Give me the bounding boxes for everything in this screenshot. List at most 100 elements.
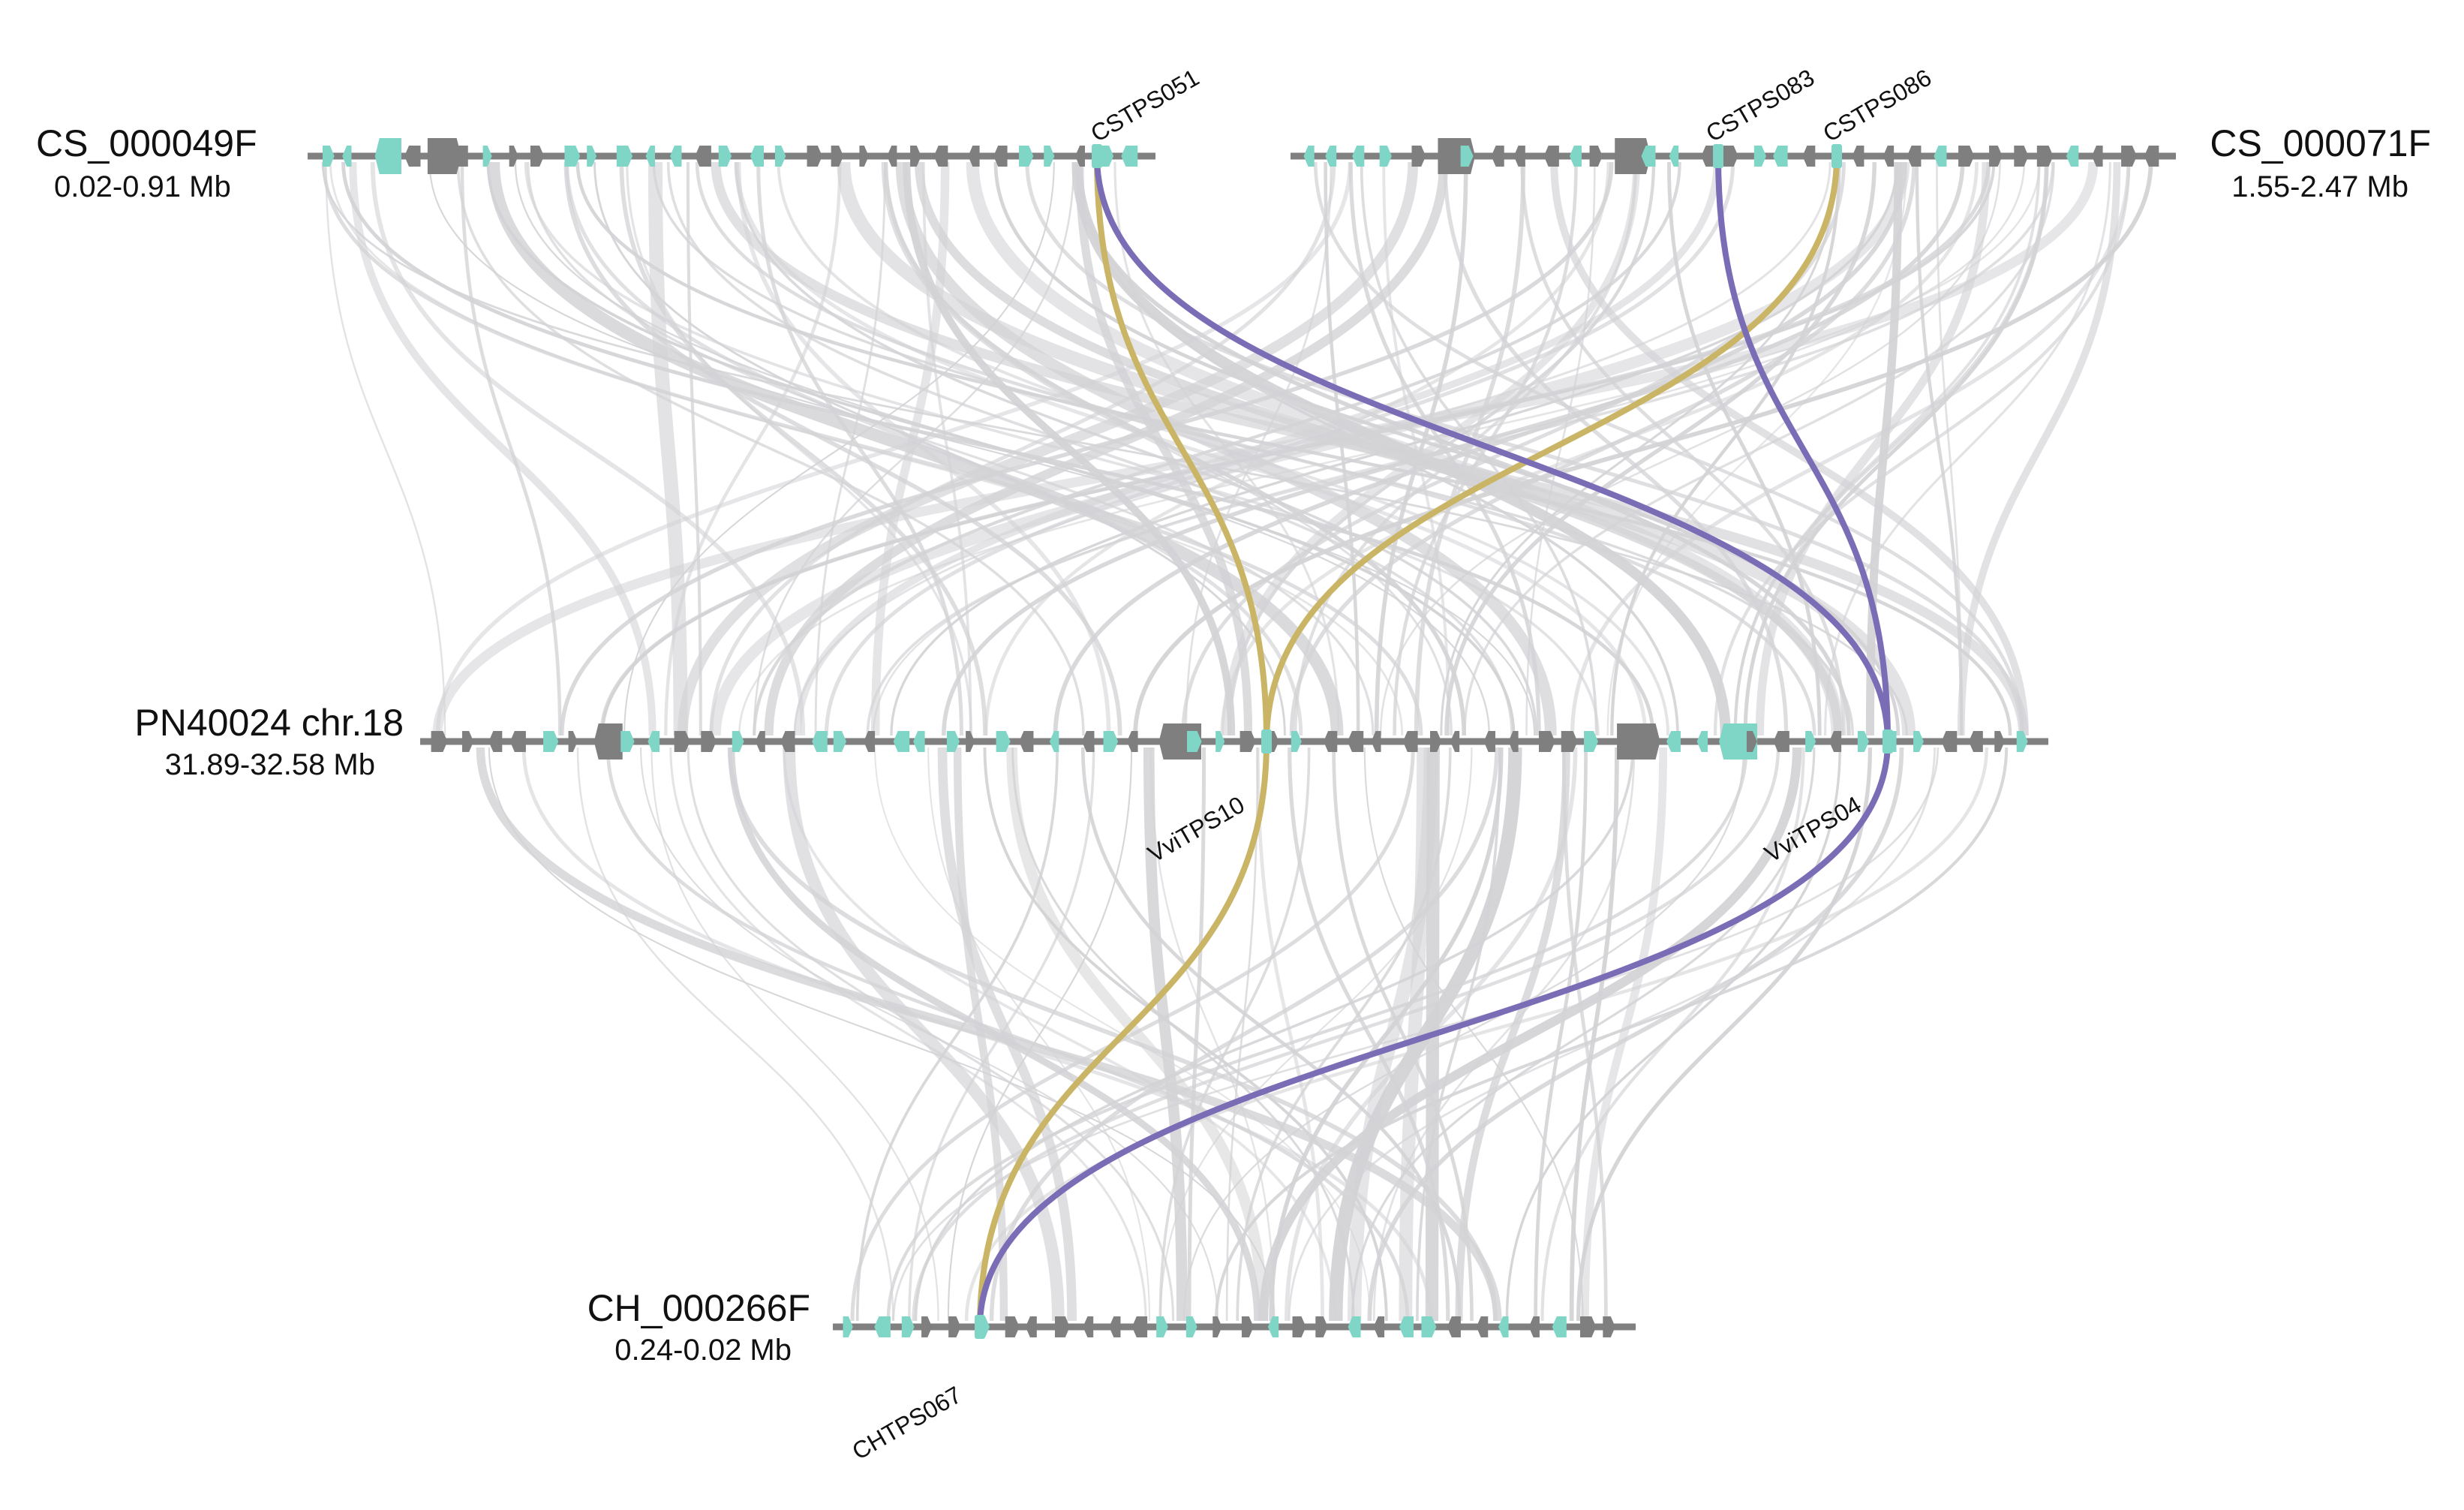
synteny-link	[738, 161, 2041, 736]
synteny-link	[1221, 161, 1640, 736]
gene-glyph	[645, 146, 655, 167]
synteny-link	[1351, 747, 1816, 1322]
synteny-link	[651, 747, 939, 1322]
synteny-link	[912, 747, 1780, 1322]
gene-glyph	[2091, 146, 2103, 167]
gene-glyph	[1852, 146, 1865, 167]
gene-glyph	[1934, 146, 1947, 167]
gene-glyph	[1589, 146, 1603, 167]
gene-glyph	[1538, 731, 1555, 752]
gene-glyph	[1083, 1316, 1094, 1337]
synteny-link	[1570, 161, 2131, 736]
gene-glyph	[1491, 146, 1504, 167]
gene-glyph-cstps083	[1713, 144, 1723, 168]
gene-glyph	[1348, 1316, 1361, 1337]
segment-range-ch: 0.24-0.02 Mb	[614, 1334, 792, 1367]
gene-glyph	[1215, 731, 1225, 752]
gene-glyph	[509, 146, 518, 167]
synteny-link	[890, 161, 1898, 736]
gene-glyph	[488, 731, 503, 752]
gene-label-vvitps10: VviTPS10	[1143, 791, 1249, 868]
synteny-link	[619, 161, 987, 736]
gene-glyph	[1666, 731, 1681, 752]
gene-glyph	[1212, 1316, 1222, 1337]
gene-glyph	[1131, 1316, 1148, 1337]
gene-glyph	[1109, 1316, 1121, 1337]
segment-name-pn: PN40024 chr.18	[134, 702, 404, 744]
gene-glyph	[807, 146, 822, 167]
gene-glyph	[1371, 731, 1381, 752]
synteny-link	[349, 161, 657, 736]
gene-glyph	[431, 731, 448, 752]
gene-glyph	[2121, 146, 2137, 167]
gene-glyph	[774, 146, 786, 167]
background-synteny-links	[321, 161, 2153, 1322]
gene-glyph	[593, 723, 623, 760]
synteny-link	[1367, 747, 1904, 1322]
synteny-link	[1416, 747, 1501, 1322]
synteny-link	[1220, 161, 1979, 736]
gene-glyph	[1561, 731, 1578, 752]
synteny-link	[872, 161, 2026, 736]
synteny-link	[1534, 747, 1588, 1322]
gene-glyph	[1483, 731, 1495, 752]
synteny-link	[892, 747, 1940, 1322]
synteny-link	[964, 747, 1989, 1322]
gene-label-cstps051: CSTPS051	[1086, 64, 1204, 147]
gene-glyph	[1402, 731, 1418, 752]
gene-glyph	[2144, 146, 2159, 167]
gene-glyph	[587, 146, 597, 167]
gene-glyph	[966, 731, 975, 752]
gene-glyph	[1603, 1316, 1615, 1337]
gene-glyph	[780, 731, 795, 752]
segment-range-cs71: 1.55-2.47 Mb	[2231, 170, 2408, 203]
gene-glyph	[1291, 731, 1302, 752]
gene-glyph	[1498, 1316, 1509, 1337]
synteny-link	[1149, 747, 1276, 1322]
gene-glyph	[1127, 731, 1138, 752]
synteny-link	[1414, 161, 1526, 736]
gene-glyph	[621, 731, 635, 752]
gene-glyph-chtps067	[975, 1315, 985, 1339]
gene-glyph	[509, 731, 526, 752]
gene-glyph	[2066, 146, 2079, 167]
synteny-link	[814, 161, 886, 736]
gene-glyph	[913, 731, 925, 752]
gene-glyph	[831, 146, 844, 167]
synteny-link	[1347, 747, 1438, 1322]
gene-glyph	[482, 146, 492, 167]
synteny-link	[325, 161, 446, 736]
synteny-link	[855, 747, 1059, 1322]
synteny-link	[687, 747, 1175, 1322]
synteny-link	[783, 747, 1336, 1322]
synteny-link	[1332, 747, 1474, 1322]
gene-glyph-cstps086	[1831, 144, 1842, 168]
synteny-link	[1158, 747, 1311, 1322]
gene-glyph	[1639, 731, 1650, 752]
gene-glyph	[1240, 731, 1256, 752]
synteny-link	[1550, 161, 2029, 736]
gene-glyph	[1584, 731, 1598, 752]
highlight-link-cstps083-vvitps04	[1715, 155, 1891, 742]
gene-glyph	[701, 731, 717, 752]
gene-glyph	[543, 731, 559, 752]
gene-glyph	[1829, 731, 1842, 752]
gene-glyph	[1292, 1316, 1306, 1337]
gene-glyph	[404, 146, 421, 167]
segment-name-ch: CH_000266F	[587, 1287, 810, 1329]
gene-glyph	[1399, 1316, 1414, 1337]
gene-glyph	[1447, 1316, 1461, 1337]
gene-glyph	[461, 731, 474, 752]
gene-glyph	[1373, 1316, 1385, 1337]
gene-glyph	[1989, 146, 2003, 167]
gene-glyph	[1025, 1316, 1037, 1337]
gene-glyph	[812, 731, 828, 752]
gene-glyph	[901, 1316, 915, 1337]
gene-glyph	[1352, 146, 1365, 167]
synteny-link	[1143, 747, 1188, 1322]
gene-glyph	[1508, 731, 1519, 752]
gene-glyph	[1185, 1316, 1197, 1337]
gene-glyph	[1579, 1316, 1597, 1337]
gene-glyph	[1241, 1316, 1254, 1337]
synteny-link	[1379, 161, 2001, 736]
